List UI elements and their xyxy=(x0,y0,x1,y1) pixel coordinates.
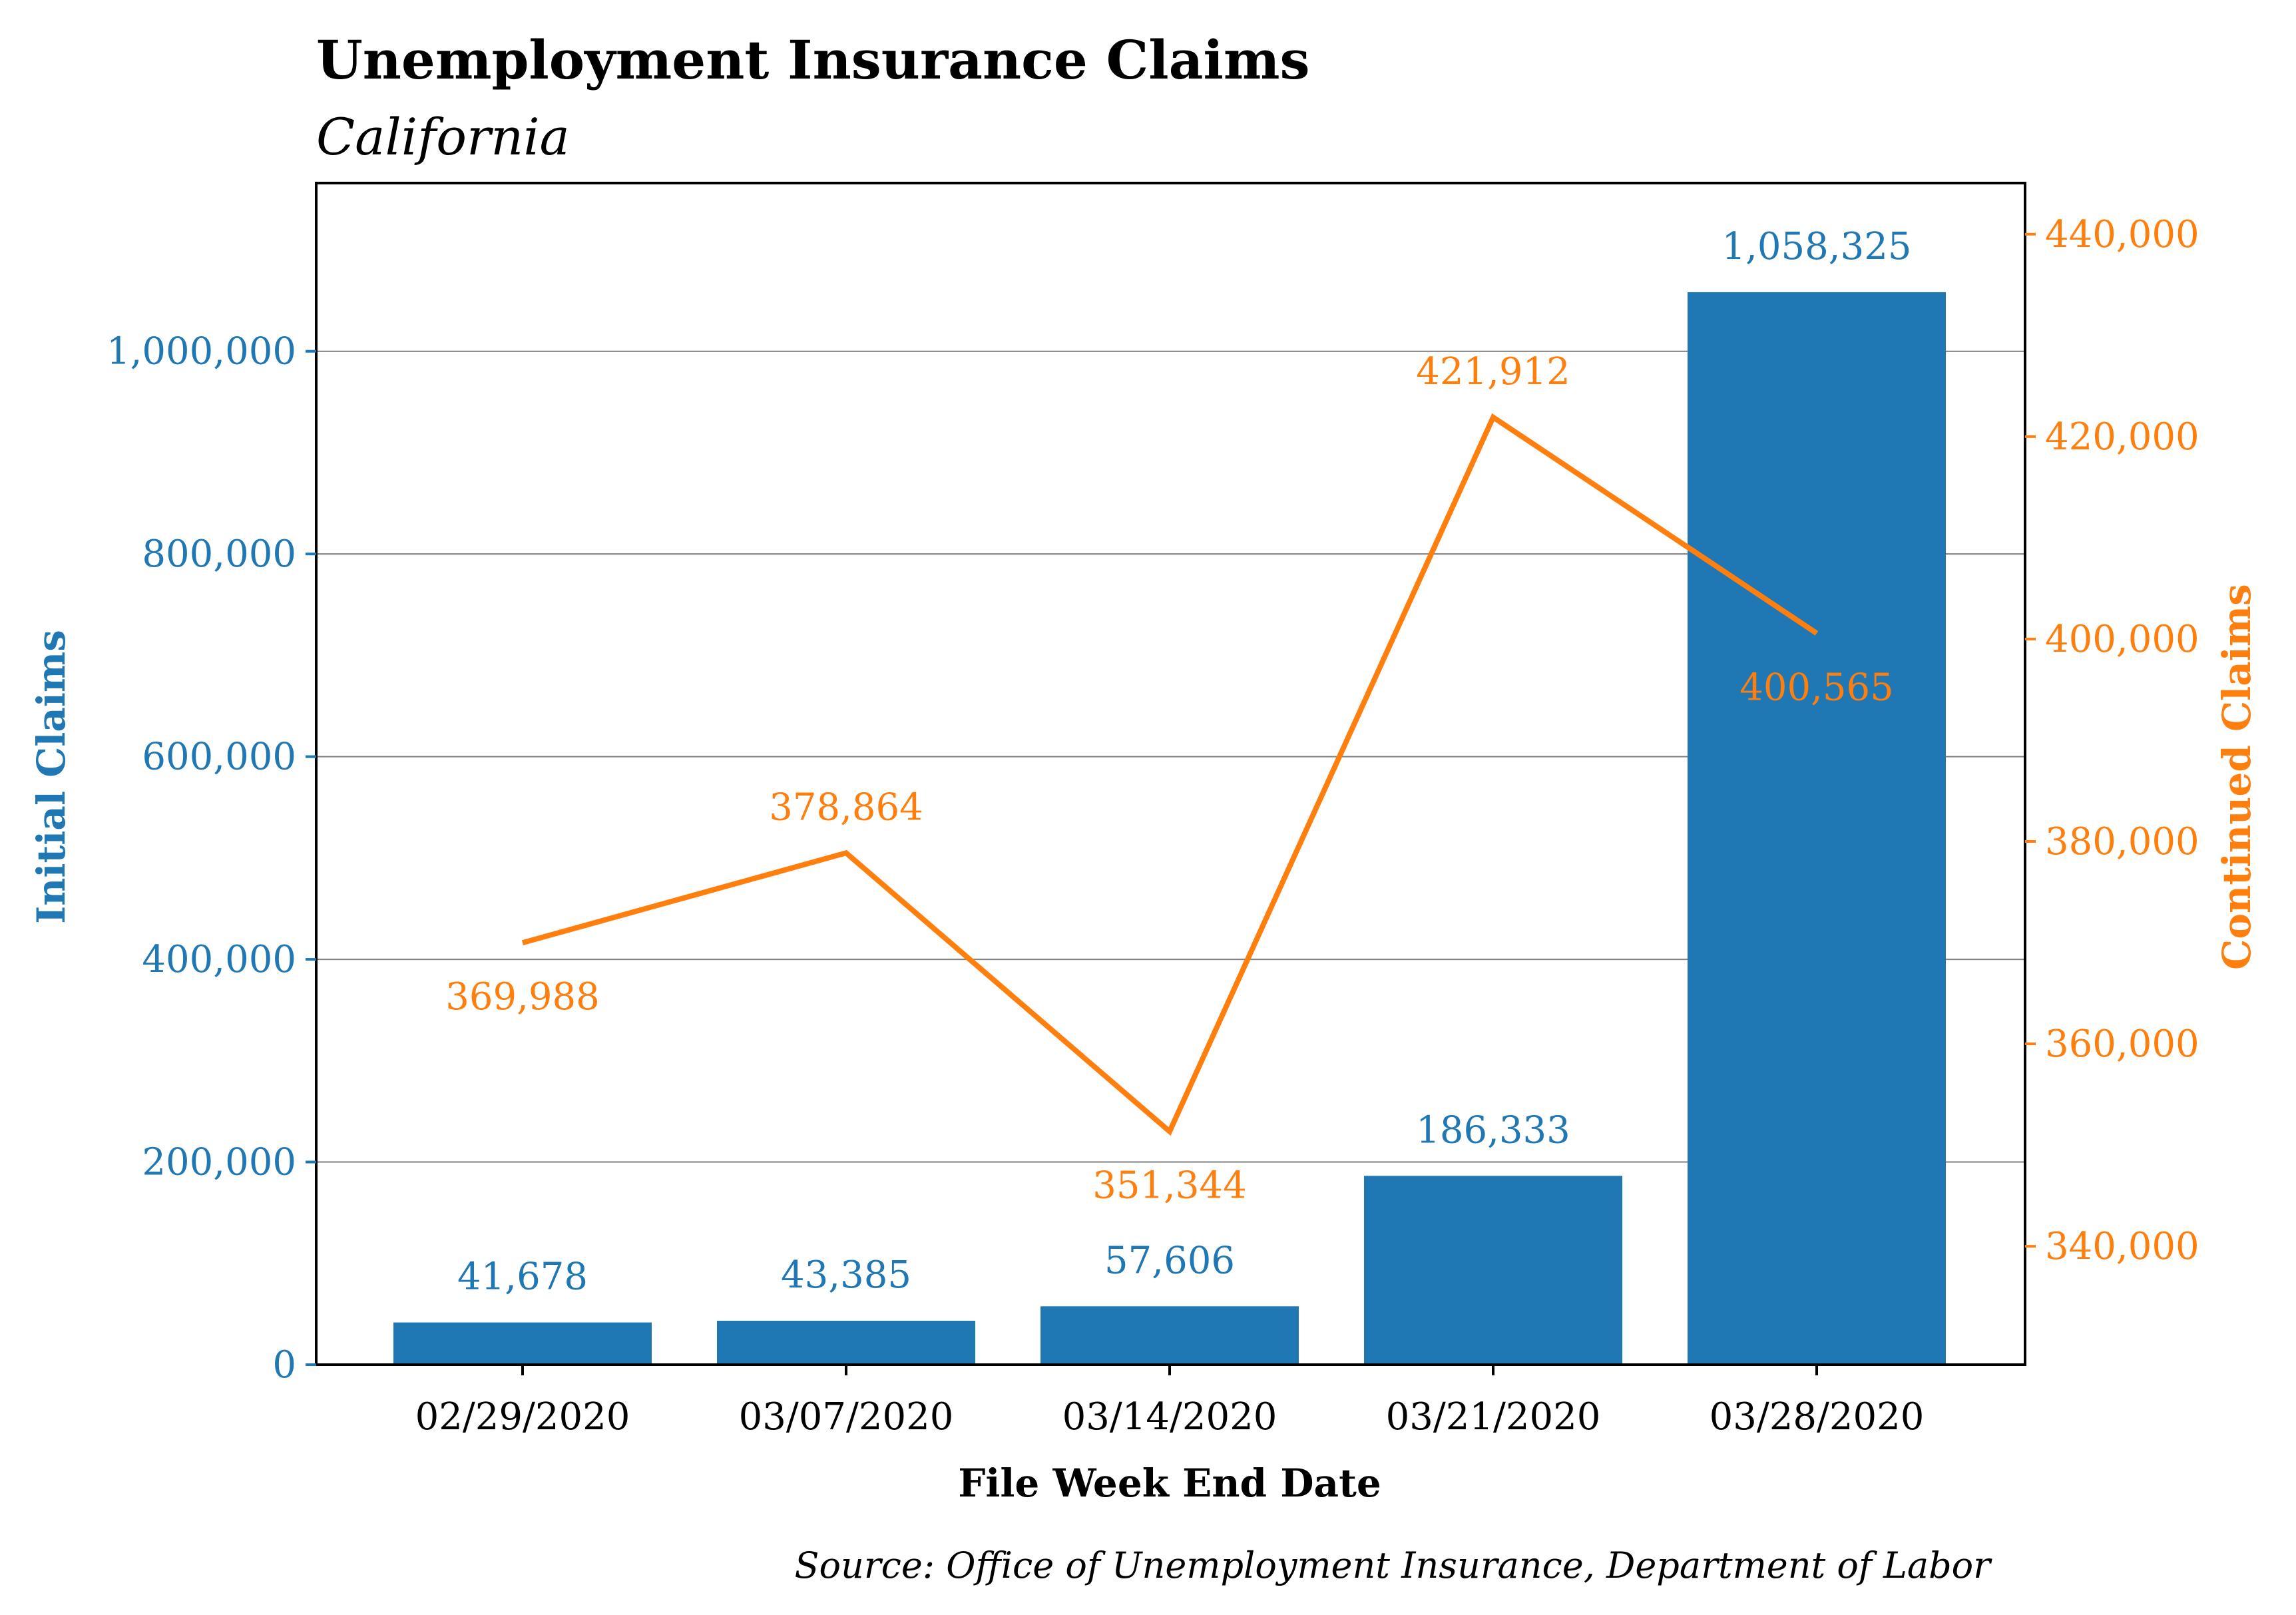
y-left-tick-label: 200,000 xyxy=(142,1141,296,1184)
bar-value-label: 57,606 xyxy=(1104,1239,1235,1282)
x-tick-label: 03/14/2020 xyxy=(1062,1395,1277,1439)
y-left-tick-label: 400,000 xyxy=(142,938,296,981)
bar xyxy=(1688,292,1946,1365)
axis-ticks: 0 200,000 400,000 600,000 800,000 1,000,000 34… xyxy=(107,213,2199,1439)
y-right-tick-label: 400,000 xyxy=(2045,618,2199,661)
line-path xyxy=(521,413,1819,1136)
line-value-label: 369,988 xyxy=(445,975,600,1019)
y-axis-left-label: Initial Claims xyxy=(29,630,74,924)
bar-series xyxy=(393,292,1946,1365)
x-tick-label: 02/29/2020 xyxy=(415,1395,630,1439)
chart-title: Unemployment Insurance Claims xyxy=(316,29,1310,91)
bar xyxy=(717,1320,975,1365)
y-left-tick-label: 800,000 xyxy=(142,533,296,576)
bar-value-label: 43,385 xyxy=(781,1254,911,1297)
bar-value-label: 1,058,325 xyxy=(1722,225,1911,268)
y-left-tick-label: 1,000,000 xyxy=(107,330,296,373)
bar xyxy=(1040,1306,1299,1365)
chart-subtitle: California xyxy=(316,107,570,166)
line-value-label: 351,344 xyxy=(1092,1164,1247,1208)
bar xyxy=(1364,1176,1622,1365)
bar-value-label: 41,678 xyxy=(457,1256,588,1299)
data-labels: 41,678 43,385 57,606 186,333 1,058,325 369,98… xyxy=(445,225,1911,1299)
x-tick-label: 03/07/2020 xyxy=(739,1395,954,1439)
y-right-tick-label: 340,000 xyxy=(2045,1225,2199,1268)
y-left-tick-label: 0 xyxy=(272,1343,296,1387)
y-right-tick-label: 440,000 xyxy=(2045,213,2199,256)
x-tick-label: 03/28/2020 xyxy=(1710,1395,1925,1439)
line-value-label: 400,565 xyxy=(1739,666,1894,709)
x-axis-label: File Week End Date xyxy=(958,1461,1381,1506)
y-right-tick-label: 380,000 xyxy=(2045,820,2199,863)
y-axis-right-label: Continued Claims xyxy=(2214,584,2259,970)
line-value-label: 421,912 xyxy=(1416,350,1570,393)
bar xyxy=(393,1322,652,1365)
y-left-tick-label: 600,000 xyxy=(142,736,296,779)
y-right-tick-label: 420,000 xyxy=(2045,415,2199,459)
line-value-label: 378,864 xyxy=(769,786,923,829)
bar-value-label: 186,333 xyxy=(1416,1108,1570,1152)
line-series xyxy=(521,413,1819,1136)
y-right-tick-label: 360,000 xyxy=(2045,1023,2199,1066)
x-tick-label: 03/21/2020 xyxy=(1386,1395,1601,1439)
source-note: Source: Office of Unemployment Insurance… xyxy=(795,1544,1993,1586)
